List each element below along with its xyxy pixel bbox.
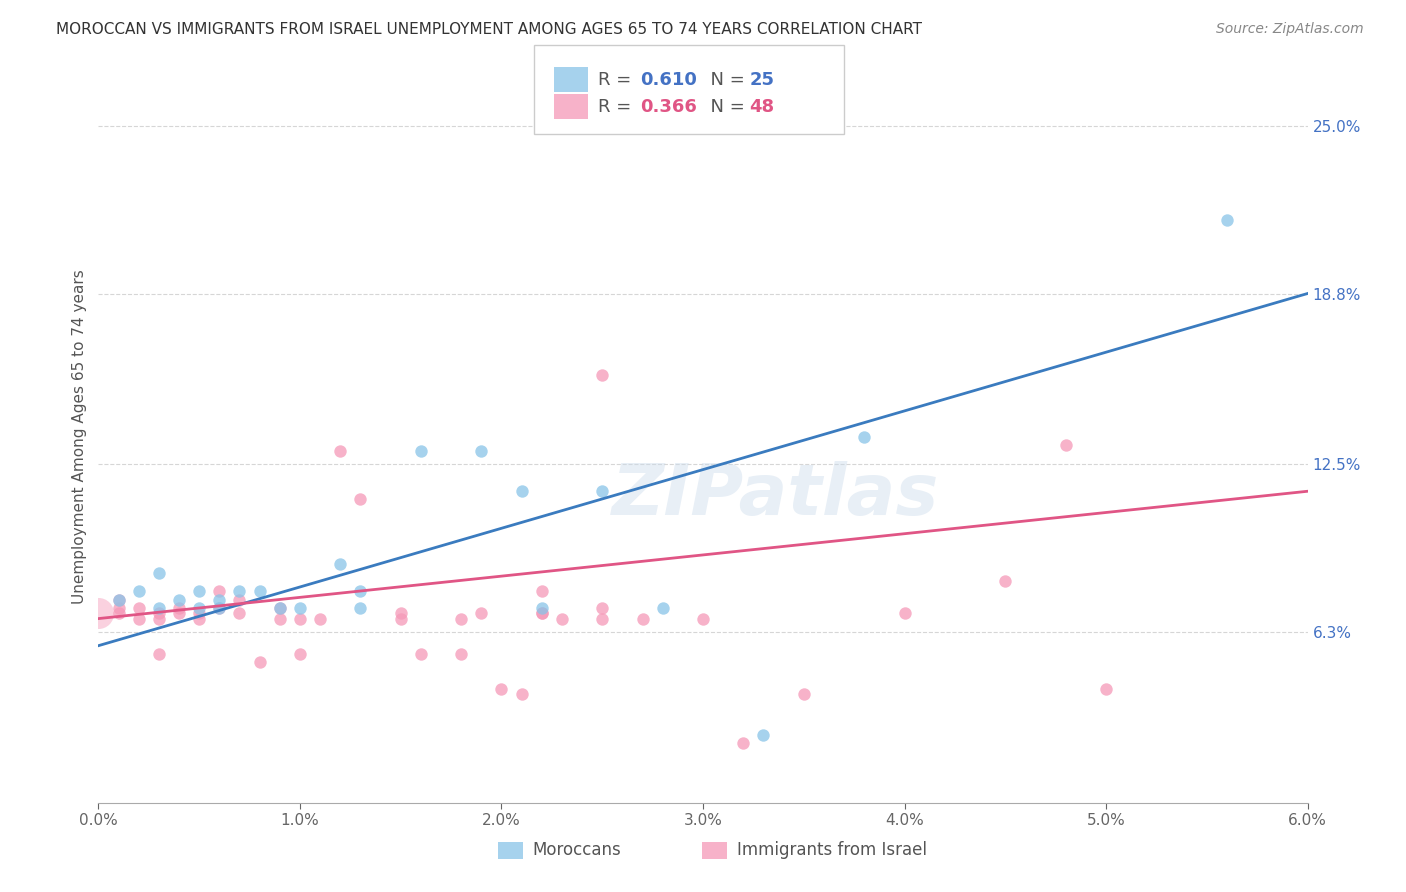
Point [87,606,110,620]
Point [249,655,271,669]
Point [349,600,371,615]
Point [167,592,190,607]
Point [208,600,231,615]
Text: 0.366: 0.366 [640,98,696,116]
Point [269,611,291,625]
Point [491,681,513,696]
Point [389,606,412,620]
Text: MOROCCAN VS IMMIGRANTS FROM ISRAEL UNEMPLOYMENT AMONG AGES 65 TO 74 YEARS CORREL: MOROCCAN VS IMMIGRANTS FROM ISRAEL UNEMP… [56,22,922,37]
Text: Immigrants from Israel: Immigrants from Israel [737,841,927,859]
Point [591,600,613,615]
Point [692,611,714,625]
Point [128,611,150,625]
Point [450,647,472,661]
Point [510,688,533,702]
Text: 0.610: 0.610 [640,70,696,88]
Point [208,600,231,615]
Point [752,728,775,742]
Point [510,484,533,499]
Text: 48: 48 [749,98,775,116]
Point [107,592,129,607]
Point [853,430,876,444]
Point [470,606,492,620]
Point [188,611,211,625]
Point [107,592,129,607]
Point [530,600,553,615]
Point [389,611,412,625]
Point [288,647,311,661]
Point [530,606,553,620]
Point [309,611,332,625]
Point [128,600,150,615]
Point [167,606,190,620]
Point [228,606,250,620]
Point [591,611,613,625]
Point [288,600,311,615]
Point [188,584,211,599]
Point [793,688,815,702]
Point [208,584,231,599]
Point [107,606,129,620]
Point [349,584,371,599]
Point [188,606,211,620]
Point [349,492,371,507]
Point [551,611,574,625]
Point [188,600,211,615]
Text: R =: R = [598,70,637,88]
Point [329,558,352,572]
Point [269,600,291,615]
Text: Source: ZipAtlas.com: Source: ZipAtlas.com [1216,22,1364,37]
Point [994,574,1017,588]
Point [530,606,553,620]
Point [228,584,250,599]
Point [128,584,150,599]
Point [409,443,432,458]
Text: 25: 25 [749,70,775,88]
Text: N =: N = [699,98,751,116]
Point [450,611,472,625]
Point [249,584,271,599]
Point [651,600,673,615]
Text: ZIPatlas: ZIPatlas [612,461,939,530]
Point [148,611,170,625]
Point [288,611,311,625]
Point [148,606,170,620]
Point [269,600,291,615]
Point [1216,213,1239,227]
Point [1095,681,1118,696]
Point [1054,438,1077,452]
Point [208,592,231,607]
Point [893,606,915,620]
Point [167,600,190,615]
Point [470,443,492,458]
Point [530,584,553,599]
Point [591,484,613,499]
Text: R =: R = [598,98,637,116]
Point [591,368,613,382]
Point [148,647,170,661]
Y-axis label: Unemployment Among Ages 65 to 74 years: Unemployment Among Ages 65 to 74 years [72,269,87,605]
Point [107,600,129,615]
Text: Moroccans: Moroccans [533,841,621,859]
Point [148,566,170,580]
Text: N =: N = [699,70,751,88]
Point [329,443,352,458]
Point [409,647,432,661]
Point [631,611,654,625]
Point [228,592,250,607]
Point [733,736,755,750]
Point [148,600,170,615]
